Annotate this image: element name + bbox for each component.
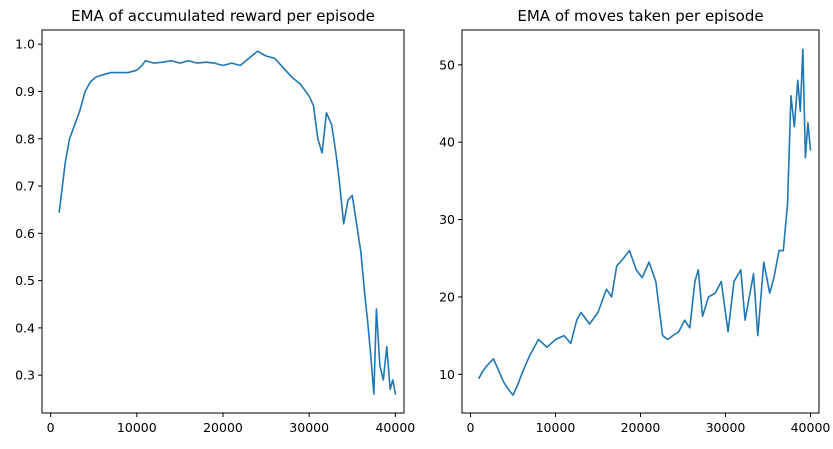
y-tick-label: 20 bbox=[439, 289, 455, 304]
y-tick-label: 0.9 bbox=[15, 84, 35, 99]
x-tick-label: 30000 bbox=[289, 420, 329, 435]
y-tick-label: 0.7 bbox=[15, 179, 35, 194]
x-tick-label: 0 bbox=[47, 420, 55, 435]
chart-title: EMA of moves taken per episode bbox=[517, 7, 763, 25]
chart-panel-2: EMA of moves taken per episode 0 10000 2000… bbox=[439, 7, 830, 435]
chart-panel-1: EMA of accumulated reward per episode 0 10… bbox=[15, 7, 415, 435]
x-tick-label: 20000 bbox=[621, 420, 661, 435]
x-tick-label: 40000 bbox=[791, 420, 831, 435]
y-tick-label: 40 bbox=[439, 135, 455, 150]
series-line-1 bbox=[478, 48, 812, 396]
chart-title: EMA of accumulated reward per episode bbox=[71, 7, 375, 25]
y-tick-label: 10 bbox=[439, 367, 455, 382]
y-tick-label: 0.6 bbox=[15, 226, 35, 241]
y-tick-label: 0.8 bbox=[15, 131, 35, 146]
y-tick-label: 50 bbox=[439, 57, 455, 72]
y-tick-label: 0.4 bbox=[15, 320, 35, 335]
y-tick-label: 30 bbox=[439, 212, 455, 227]
y-tick-label: 1.0 bbox=[15, 37, 35, 52]
x-tick-label: 40000 bbox=[375, 420, 415, 435]
y-tick-label: 0.3 bbox=[15, 368, 35, 383]
x-tick-label: 10000 bbox=[536, 420, 576, 435]
x-tick-label: 10000 bbox=[117, 420, 157, 435]
x-tick-label: 30000 bbox=[706, 420, 746, 435]
x-tick-label: 0 bbox=[467, 420, 475, 435]
x-tick-label: 20000 bbox=[203, 420, 243, 435]
series-line-1 bbox=[58, 50, 397, 395]
y-tick-label: 0.5 bbox=[15, 273, 35, 288]
